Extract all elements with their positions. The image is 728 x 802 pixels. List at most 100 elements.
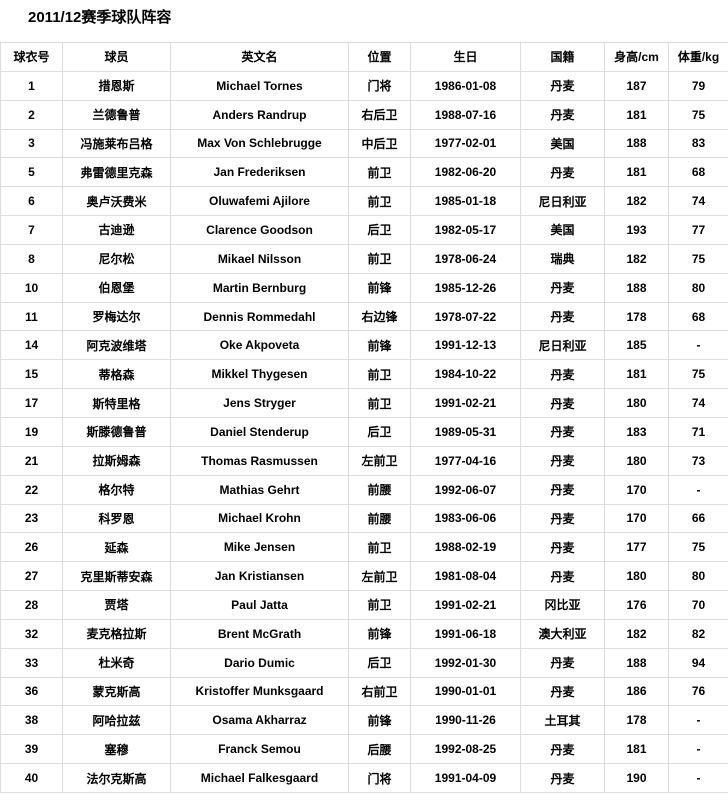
column-header-1: 球员 (62, 42, 171, 72)
cell: 1985-12-26 (410, 272, 521, 303)
table-row: 7 古迪逊 Clarence Goodson 后卫 1982-05-17 美国 193 77 (0, 215, 728, 245)
cell: 阿哈拉兹 (62, 705, 171, 736)
cell: 门将 (348, 763, 411, 793)
cell: 后腰 (348, 734, 411, 765)
cell: Anders Randrup (170, 99, 349, 130)
cell: 183 (604, 416, 669, 447)
cell: Michael Krohn (170, 503, 349, 534)
cell: 美国 (520, 215, 605, 245)
column-header-5: 国籍 (520, 42, 605, 72)
table-row: 5 弗雷德里克森 Jan Frederiksen 前卫 1982-06-20 丹麦 181 6… (0, 157, 728, 188)
cell: 28 (0, 590, 63, 620)
roster-table: 球衣号 球员 英文名 位置 生日 国籍 身高/cm 体重/kg 1 措恩斯 Michael Tor… (0, 42, 728, 793)
cell: 斯特里格 (62, 388, 171, 418)
page-title: 2011/12赛季球队阵容 (28, 9, 172, 26)
cell: 丹麦 (520, 647, 605, 678)
cell: 22 (0, 474, 63, 505)
cell: 丹麦 (520, 445, 605, 476)
table-row: 10 伯恩堡 Martin Bernburg 前锋 1985-12-26 丹麦 188 80 (0, 272, 728, 303)
cell: 176 (604, 590, 669, 620)
cell: 17 (0, 388, 63, 418)
cell: Michael Tornes (170, 70, 349, 101)
cell: 丹麦 (520, 503, 605, 534)
cell: - (668, 330, 728, 361)
cell: 丹麦 (520, 157, 605, 188)
cell: 丹麦 (520, 99, 605, 130)
cell: 1982-06-20 (410, 157, 521, 188)
cell: 75 (668, 359, 728, 390)
cell: 94 (668, 647, 728, 678)
cell: Jan Kristiansen (170, 561, 349, 592)
cell: Martin Bernburg (170, 272, 349, 303)
table-row: 2 兰德鲁普 Anders Randrup 右后卫 1988-07-16 丹麦 181 75 (0, 99, 728, 130)
cell: 门将 (348, 70, 411, 101)
cell: 右边锋 (348, 301, 411, 332)
cell: 180 (604, 561, 669, 592)
cell: 前锋 (348, 618, 411, 649)
cell: 奥卢沃费米 (62, 186, 171, 217)
cell: 181 (604, 99, 669, 130)
cell: 80 (668, 272, 728, 303)
cell: 188 (604, 647, 669, 678)
cell: 前卫 (348, 157, 411, 188)
cell: 185 (604, 330, 669, 361)
cell: 1978-07-22 (410, 301, 521, 332)
table-row: 19 斯滕德鲁普 Daniel Stenderup 后卫 1989-05-31 丹麦 183… (0, 416, 728, 447)
cell: 前卫 (348, 388, 411, 418)
column-header-3: 位置 (348, 42, 411, 72)
cell: 193 (604, 215, 669, 245)
column-header-7: 体重/kg (668, 42, 728, 72)
table-row: 38 阿哈拉兹 Osama Akharraz 前锋 1990-11-26 土耳其 178- (0, 705, 728, 736)
cell: Oluwafemi Ajilore (170, 186, 349, 217)
cell: 蒂格森 (62, 359, 171, 390)
cell: 麦克格拉斯 (62, 618, 171, 649)
cell: 延森 (62, 532, 171, 563)
cell: 1 (0, 70, 63, 101)
cell: 83 (668, 128, 728, 159)
table-row: 39 塞穆 Franck Semou 后腰 1992-08-25 丹麦 181- (0, 734, 728, 765)
cell: 40 (0, 763, 63, 793)
cell: 格尔特 (62, 474, 171, 505)
cell: 182 (604, 186, 669, 217)
cell: 74 (668, 186, 728, 217)
cell: 26 (0, 532, 63, 563)
cell: 前锋 (348, 272, 411, 303)
cell: 拉斯姆森 (62, 445, 171, 476)
cell: 杜米奇 (62, 647, 171, 678)
cell: 178 (604, 705, 669, 736)
cell: 33 (0, 647, 63, 678)
cell: 1991-04-09 (410, 763, 521, 793)
cell: 180 (604, 388, 669, 418)
cell: 177 (604, 532, 669, 563)
table-row: 14 阿克波维塔 Oke Akpoveta 前锋 1991-12-13 尼日利亚 185- (0, 330, 728, 361)
table-row: 36 蒙克斯高 Kristoffer Munksgaard 右前卫 1990-01-01… (0, 676, 728, 707)
cell: 170 (604, 503, 669, 534)
cell: 70 (668, 590, 728, 620)
cell: 1983-06-06 (410, 503, 521, 534)
cell: 1989-05-31 (410, 416, 521, 447)
cell: 170 (604, 474, 669, 505)
cell: 8 (0, 243, 63, 274)
cell: 瑞典 (520, 243, 605, 274)
cell: 前卫 (348, 590, 411, 620)
cell: 罗梅达尔 (62, 301, 171, 332)
table-row: 22 格尔特 Mathias Gehrt 前腰 1992-06-07 丹麦 170- (0, 474, 728, 505)
column-header-0: 球衣号 (0, 42, 63, 72)
cell: 1992-06-07 (410, 474, 521, 505)
cell: 77 (668, 215, 728, 245)
cell: 左前卫 (348, 561, 411, 592)
cell: Mathias Gehrt (170, 474, 349, 505)
cell: 前卫 (348, 186, 411, 217)
cell: 兰德鲁普 (62, 99, 171, 130)
cell: - (668, 474, 728, 505)
cell: 伯恩堡 (62, 272, 171, 303)
cell: - (668, 705, 728, 736)
cell: 右后卫 (348, 99, 411, 130)
column-header-2: 英文名 (170, 42, 349, 72)
cell: Michael Falkesgaard (170, 763, 349, 793)
cell: 80 (668, 561, 728, 592)
cell: 1985-01-18 (410, 186, 521, 217)
cell: 土耳其 (520, 705, 605, 736)
cell: 后卫 (348, 416, 411, 447)
